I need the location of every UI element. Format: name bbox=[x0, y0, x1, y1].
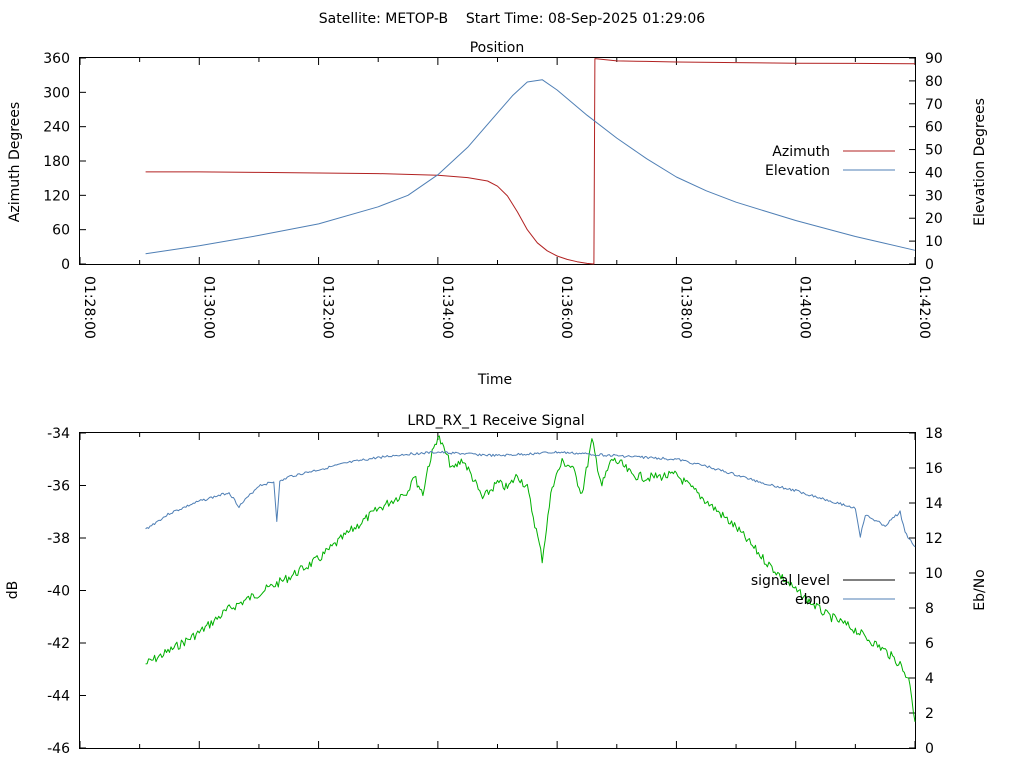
ytick-label: 300 bbox=[43, 85, 70, 101]
ebno-axis-label: Eb/No bbox=[972, 569, 988, 611]
ytick-label: 120 bbox=[43, 188, 70, 204]
xtick-label: 01:28:00 bbox=[81, 276, 97, 339]
elevation-axis-label: Elevation Degrees bbox=[972, 98, 988, 226]
legend-label-azimuth: Azimuth bbox=[772, 144, 830, 160]
y2tick-label: 10 bbox=[925, 566, 943, 582]
xtick-label: 01:38:00 bbox=[677, 276, 693, 339]
ytick-label: 360 bbox=[43, 51, 70, 67]
xtick-label: 01:36:00 bbox=[558, 276, 574, 339]
ytick-label: -36 bbox=[47, 479, 70, 495]
azimuth-axis-ticks: 0 60 120 180 240 300 360 bbox=[43, 51, 86, 273]
receive-signal-legend: signal level ebno bbox=[751, 573, 895, 608]
ytick-label: -42 bbox=[47, 636, 70, 652]
position-chart: Position 0 60 120 180 240 300 360 0 10 20 30 40 50 6… bbox=[7, 40, 988, 388]
position-chart-title: Position bbox=[470, 40, 525, 56]
xtick-label: 01:40:00 bbox=[797, 276, 813, 339]
time-axis-ticks: 01:28:00 01:30:00 01:32:00 01:34:00 01:36:00… bbox=[79, 58, 932, 339]
y2tick-label: 30 bbox=[925, 188, 943, 204]
series-line-azimuth bbox=[145, 58, 916, 265]
y2tick-label: 4 bbox=[925, 671, 934, 687]
y2tick-label: 40 bbox=[925, 165, 943, 181]
db-axis-label: dB bbox=[5, 581, 21, 600]
y2tick-label: 12 bbox=[925, 531, 943, 547]
series-line-ebno bbox=[145, 450, 916, 548]
legend-label-elevation: Elevation bbox=[765, 163, 830, 179]
time-axis-label: Time bbox=[477, 372, 512, 388]
y2tick-label: 90 bbox=[925, 51, 943, 67]
ebno-axis-ticks: 0 2 4 6 8 10 12 14 16 18 bbox=[909, 426, 943, 757]
y2tick-label: 50 bbox=[925, 143, 943, 159]
y2tick-label: 14 bbox=[925, 496, 943, 512]
ytick-label: -34 bbox=[47, 426, 70, 442]
ytick-label: 0 bbox=[61, 257, 70, 273]
y2tick-label: 2 bbox=[925, 706, 934, 722]
y2tick-label: 0 bbox=[925, 257, 934, 273]
legend-label-signal-level: signal level bbox=[751, 573, 830, 589]
xtick-label: 01:42:00 bbox=[916, 276, 932, 339]
ytick-label: -38 bbox=[47, 531, 70, 547]
ytick-label: 180 bbox=[43, 154, 70, 170]
receive-signal-plot-frame bbox=[79, 432, 916, 749]
legend-label-ebno: ebno bbox=[795, 592, 830, 608]
y2tick-label: 80 bbox=[925, 74, 943, 90]
y2tick-label: 60 bbox=[925, 120, 943, 136]
y2tick-label: 0 bbox=[925, 741, 934, 757]
xtick-label: 01:30:00 bbox=[200, 276, 216, 339]
y2tick-label: 18 bbox=[925, 426, 943, 442]
receive-time-axis-ticks bbox=[79, 433, 916, 748]
receive-signal-chart: LRD_RX_1 Receive Signal -46-44-42-40-38-… bbox=[5, 413, 988, 757]
azimuth-axis-label: Azimuth Degrees bbox=[7, 102, 23, 222]
y2tick-label: 6 bbox=[925, 636, 934, 652]
ytick-label: -40 bbox=[47, 584, 70, 600]
figure-title: Satellite: METOP-B Start Time: 08-Sep-20… bbox=[319, 11, 706, 27]
ytick-label: 60 bbox=[52, 223, 70, 239]
y2tick-label: 10 bbox=[925, 234, 943, 250]
ytick-label: -46 bbox=[47, 741, 70, 757]
receive-signal-chart-title: LRD_RX_1 Receive Signal bbox=[407, 413, 584, 429]
xtick-label: 01:32:00 bbox=[320, 276, 336, 339]
elevation-axis-ticks: 0 10 20 30 40 50 60 70 80 90 bbox=[909, 51, 943, 273]
position-legend: Azimuth Elevation bbox=[765, 144, 895, 179]
ytick-label: 240 bbox=[43, 120, 70, 136]
position-plot-frame bbox=[79, 57, 916, 265]
ytick-label: -44 bbox=[47, 689, 70, 705]
series-line-elevation bbox=[145, 79, 916, 255]
y2tick-label: 16 bbox=[925, 461, 943, 477]
series-line-signal-level bbox=[145, 435, 916, 722]
y2tick-label: 20 bbox=[925, 211, 943, 227]
y2tick-label: 8 bbox=[925, 601, 934, 617]
receive-signal-series bbox=[145, 435, 916, 722]
db-axis-ticks: -46 -44 -42 -40 -38 -36 -34 bbox=[47, 426, 86, 757]
xtick-label: 01:34:00 bbox=[439, 276, 455, 339]
y2tick-label: 70 bbox=[925, 97, 943, 113]
position-series bbox=[145, 58, 916, 265]
